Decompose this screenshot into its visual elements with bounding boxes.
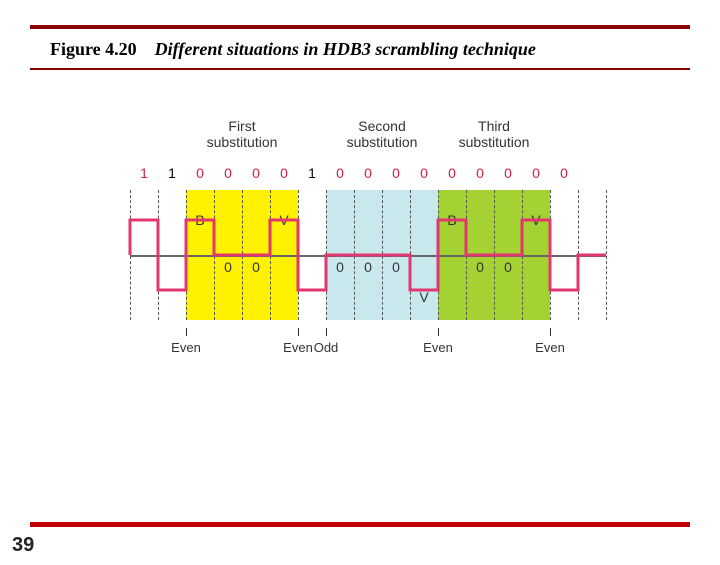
bit-value: 0 <box>218 165 238 181</box>
hdb3-diagram: Firstsubstitution Secondsubstitution Third… <box>100 110 620 380</box>
bit-value: 0 <box>442 165 462 181</box>
signal-waveform <box>100 190 620 320</box>
bit-value: 0 <box>330 165 350 181</box>
figure-label: Figure 4.20 <box>50 39 137 59</box>
substitution-label: Firstsubstitution <box>192 118 292 150</box>
tick-mark <box>186 328 187 336</box>
bit-value: 0 <box>414 165 434 181</box>
bit-value: 0 <box>274 165 294 181</box>
bit-value: 1 <box>302 165 322 181</box>
bit-value: 0 <box>498 165 518 181</box>
substitution-label: Thirdsubstitution <box>444 118 544 150</box>
mid-rule <box>30 68 690 70</box>
bottom-rule <box>30 522 690 527</box>
substitution-label: Secondsubstitution <box>332 118 432 150</box>
bit-value: 0 <box>190 165 210 181</box>
figure-caption: Different situations in HDB3 scrambling … <box>155 39 536 59</box>
bit-value: 1 <box>134 165 154 181</box>
figure-title: Figure 4.20 Different situations in HDB3… <box>50 39 690 60</box>
tick-mark <box>298 328 299 336</box>
bit-value: 0 <box>358 165 378 181</box>
parity-label: Odd <box>301 340 351 355</box>
bit-value: 0 <box>554 165 574 181</box>
parity-label: Even <box>413 340 463 355</box>
parity-label: Even <box>161 340 211 355</box>
bit-value: 0 <box>470 165 490 181</box>
bit-value: 0 <box>386 165 406 181</box>
parity-label: Even <box>525 340 575 355</box>
bit-value: 0 <box>246 165 266 181</box>
page-number: 39 <box>12 534 34 557</box>
tick-mark <box>326 328 327 336</box>
bit-value: 0 <box>526 165 546 181</box>
bit-value: 1 <box>162 165 182 181</box>
tick-mark <box>550 328 551 336</box>
top-rule <box>30 25 690 29</box>
tick-mark <box>438 328 439 336</box>
